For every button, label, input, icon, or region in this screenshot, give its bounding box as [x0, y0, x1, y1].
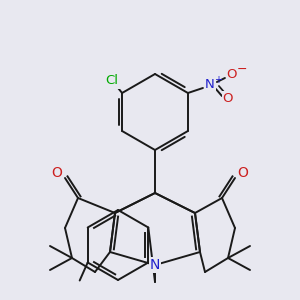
Text: Cl: Cl [106, 74, 118, 88]
Text: O: O [227, 68, 237, 82]
Text: O: O [238, 166, 248, 180]
Text: N: N [150, 258, 160, 272]
Text: O: O [223, 92, 233, 106]
Text: N: N [205, 79, 215, 92]
Text: +: + [214, 75, 222, 85]
Text: −: − [237, 62, 247, 76]
Text: O: O [52, 166, 62, 180]
